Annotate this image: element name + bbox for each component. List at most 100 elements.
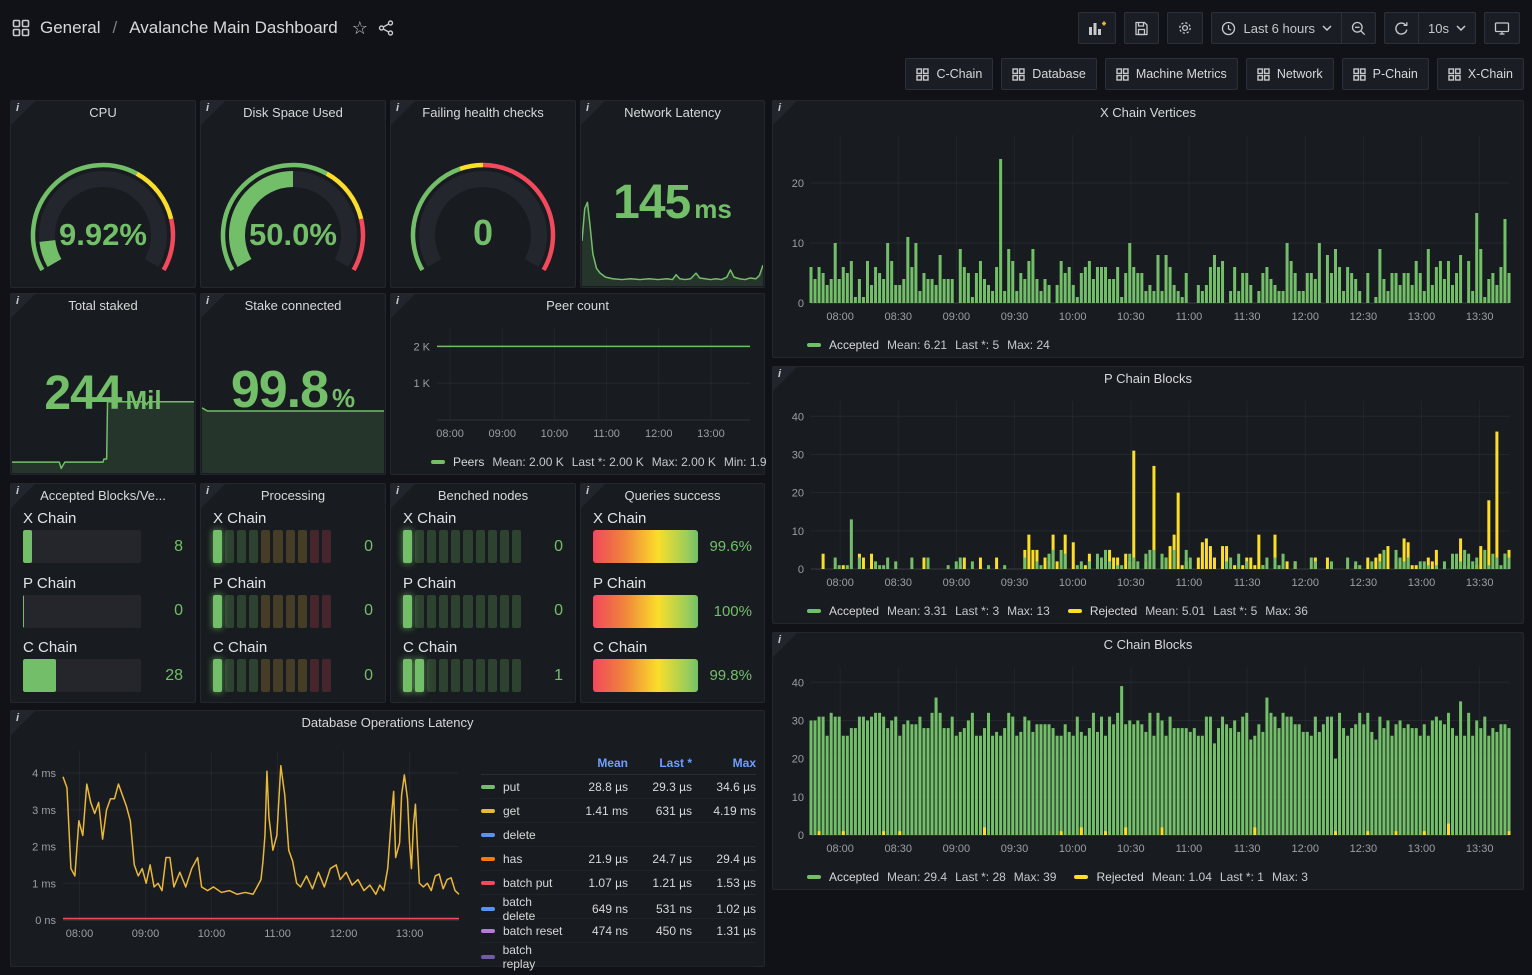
dashboard-link-network[interactable]: Network	[1245, 58, 1334, 90]
dashboard-icon	[916, 67, 930, 81]
dashboards-grid-icon[interactable]	[12, 19, 30, 37]
gradient-gauge	[593, 659, 698, 692]
svg-text:11:00: 11:00	[1176, 843, 1203, 855]
legend-item[interactable]: Accepted Mean: 3.31 Last *: 3 Max: 13	[807, 604, 1050, 618]
dashboard-link-machine-metrics[interactable]: Machine Metrics	[1104, 58, 1238, 90]
svg-text:2 ms: 2 ms	[32, 842, 56, 854]
svg-text:13:00: 13:00	[1408, 311, 1436, 323]
column-max[interactable]: Max	[732, 755, 756, 770]
panel-title[interactable]: Benched nodes	[437, 488, 529, 503]
panel-info-icon[interactable]: i	[201, 484, 225, 508]
series-name[interactable]: has	[481, 852, 566, 866]
panel-info-icon[interactable]: i	[391, 101, 415, 125]
panel-info-icon[interactable]: i	[391, 294, 415, 318]
panel-title[interactable]: Stake connected	[244, 298, 342, 313]
series-name[interactable]: batch replay	[481, 943, 566, 971]
series-color-chip	[481, 907, 495, 911]
panel-disk-space: i Disk Space Used 50.0%	[200, 100, 386, 288]
x-chain-vertices-chart[interactable]: 08:00 08:30 09:00 09:30 10:00 10:30 11:00 11:30…	[777, 125, 1519, 331]
dashboard-link-x-chain[interactable]: X-Chain	[1436, 58, 1524, 90]
svg-text:40: 40	[792, 411, 804, 423]
series-color-chip	[481, 784, 495, 789]
svg-text:09:30: 09:30	[1001, 577, 1029, 589]
svg-text:11:00: 11:00	[593, 428, 620, 440]
panel-info-icon[interactable]: i	[581, 484, 605, 508]
svg-text:10: 10	[792, 792, 804, 804]
legend-item[interactable]: Rejected Mean: 1.04 Last *: 1 Max: 3	[1074, 870, 1308, 884]
series-name[interactable]: delete	[481, 828, 566, 842]
add-panel-button[interactable]	[1078, 12, 1117, 44]
panel-info-icon[interactable]: i	[773, 367, 797, 391]
panel-title[interactable]: C Chain Blocks	[1103, 637, 1193, 652]
panel-title[interactable]: Accepted Blocks/Ve...	[40, 488, 166, 503]
panel-info-icon[interactable]: i	[581, 101, 605, 125]
panel-info-icon[interactable]: i	[201, 101, 225, 125]
panel-title[interactable]: X Chain Vertices	[1099, 105, 1197, 120]
svg-text:10:00: 10:00	[1059, 843, 1087, 855]
dashboard-icon	[1116, 67, 1129, 81]
legend-item[interactable]: Rejected Mean: 5.01 Last *: 5 Max: 36	[1067, 604, 1308, 618]
db-latency-chart[interactable]: 08:00 09:00 10:00 11:00 12:00 13:00 0 ns 1 ms 2 …	[15, 735, 469, 960]
svg-text:12:30: 12:30	[1350, 577, 1378, 589]
tv-mode-button[interactable]	[1484, 12, 1520, 44]
p-chain-blocks-chart[interactable]: 08:00 08:30 09:00 09:30 10:00 10:30 11:00 11:30…	[777, 391, 1519, 597]
panel-title[interactable]: CPU	[89, 105, 117, 120]
panel-title[interactable]: Peer count	[546, 298, 609, 313]
panel-info-icon[interactable]: i	[11, 711, 35, 735]
dashboard-settings-button[interactable]	[1167, 12, 1204, 44]
svg-text:12:00: 12:00	[1291, 843, 1319, 855]
panel-info-icon[interactable]: i	[391, 484, 415, 508]
panel-info-icon[interactable]: i	[11, 294, 35, 318]
panel-title[interactable]: P Chain Blocks	[1104, 371, 1192, 386]
cell-last: 531 ns	[655, 902, 692, 916]
svg-text:08:30: 08:30	[884, 577, 912, 589]
legend-item[interactable]: Peers Mean: 2.00 K Last *: 2.00 K Max: 2…	[431, 455, 767, 469]
breadcrumb-section[interactable]: General	[40, 18, 101, 37]
panel-info-icon[interactable]: i	[773, 101, 797, 125]
dashboard-link-p-chain[interactable]: P-Chain	[1341, 58, 1429, 90]
panel-title[interactable]: Database Operations Latency	[301, 715, 474, 730]
breadcrumb-separator: /	[112, 18, 118, 37]
bar-gauge	[23, 594, 141, 628]
legend: Accepted Mean: 3.31 Last *: 3 Max: 13 Re…	[807, 604, 1308, 618]
legend-item[interactable]: Accepted Mean: 6.21 Last *: 5 Max: 24	[807, 338, 1050, 352]
star-icon[interactable]: ☆	[351, 17, 368, 38]
series-name[interactable]: get	[481, 804, 566, 818]
panel-info-icon[interactable]: i	[201, 294, 225, 318]
panel-accepted-blocks: i Accepted Blocks/Ve... X Chain 8 P Chain 0…	[10, 483, 196, 703]
svg-text:50.0%: 50.0%	[249, 217, 337, 252]
zoom-out-button[interactable]	[1342, 12, 1377, 44]
refresh-button[interactable]	[1384, 12, 1420, 44]
series-name[interactable]: batch put	[481, 876, 566, 890]
panel-title[interactable]: Disk Space Used	[243, 105, 343, 120]
save-dashboard-button[interactable]	[1124, 12, 1160, 44]
c-chain-blocks-chart[interactable]: 08:00 08:30 09:00 09:30 10:00 10:30 11:00 11:30…	[777, 657, 1519, 863]
panel-title[interactable]: Total staked	[68, 298, 138, 313]
breadcrumb-title[interactable]: Avalanche Main Dashboard	[129, 18, 338, 37]
row-value: 99.6%	[709, 538, 752, 555]
svg-text:11:30: 11:30	[1234, 577, 1261, 589]
panel-info-icon[interactable]: i	[11, 101, 35, 125]
peer-count-chart[interactable]: 08:00 09:00 10:00 11:00 12:00 13:00 1 K 2 K	[395, 318, 760, 448]
lcd-gauge	[403, 530, 521, 563]
panel-queries-success: i Queries success X Chain 99.6% P Chain 100…	[580, 483, 765, 703]
series-name[interactable]: batch reset	[481, 924, 566, 938]
dashboard-link-database[interactable]: Database	[1001, 58, 1097, 90]
panel-info-icon[interactable]: i	[773, 633, 797, 657]
panel-title[interactable]: Network Latency	[624, 105, 721, 120]
panel-x-chain-vertices: i X Chain Vertices 08:00 08:30 09:00 09:30 1…	[772, 100, 1524, 358]
series-name[interactable]: batch delete	[481, 895, 566, 923]
panel-info-icon[interactable]: i	[11, 484, 35, 508]
column-mean[interactable]: Mean	[597, 755, 628, 770]
dashboard-link-c-chain[interactable]: C-Chain	[905, 58, 994, 90]
cell-mean: 28.8 µs	[588, 779, 628, 794]
share-icon[interactable]	[378, 20, 394, 36]
column-last[interactable]: Last *	[659, 755, 692, 770]
panel-title[interactable]: Queries success	[624, 488, 721, 503]
panel-title[interactable]: Processing	[260, 488, 326, 503]
panel-title[interactable]: Failing health checks	[422, 105, 544, 120]
series-name[interactable]: put	[481, 780, 566, 794]
time-range-picker[interactable]: Last 6 hours	[1211, 12, 1343, 44]
refresh-interval-select[interactable]: 10s	[1419, 12, 1476, 44]
legend-item[interactable]: Accepted Mean: 29.4 Last *: 28 Max: 39	[807, 870, 1056, 884]
